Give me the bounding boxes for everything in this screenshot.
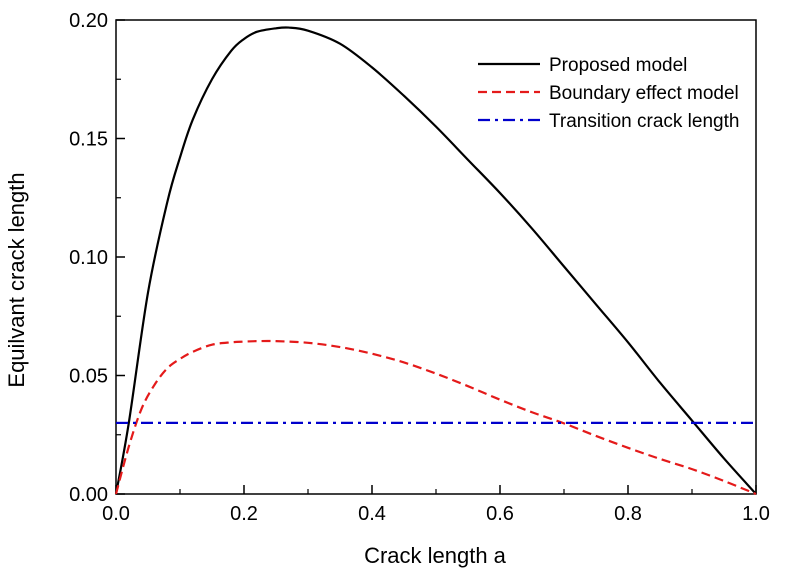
legend: Proposed model Boundary effect model Trans… <box>478 55 739 132</box>
series-lines <box>114 26 757 496</box>
x-tick-label: 0.8 <box>614 503 642 525</box>
y-tick-label: 0.10 <box>69 247 108 269</box>
x-tick-label: 1.0 <box>742 503 770 525</box>
y-tick-label: 0.20 <box>69 10 108 32</box>
x-tick-label: 0.0 <box>102 503 130 525</box>
x-tick-label: 0.6 <box>486 503 514 525</box>
y-tick-label: 0.15 <box>69 129 108 151</box>
axis-ticks: 0.0 0.2 0.4 0.6 0.8 1.0 0.00 0.05 0.10 0.15 0.20 <box>69 10 770 525</box>
series-line-boundary-effect-model <box>114 339 757 496</box>
legend-label-proposed-model: Proposed model <box>549 55 687 76</box>
y-tick-label: 0.05 <box>69 366 108 388</box>
x-tick-label: 0.4 <box>358 503 386 525</box>
y-tick-label: 0.00 <box>69 484 108 506</box>
series-line-proposed-model <box>114 26 757 495</box>
x-axis-title: Crack length a <box>364 543 507 568</box>
legend-label-boundary-effect-model: Boundary effect model <box>549 83 739 104</box>
x-tick-label: 0.2 <box>230 503 258 525</box>
legend-label-transition-crack-length: Transition crack length <box>549 111 739 132</box>
y-axis-title: Equilvant crack length <box>4 172 29 387</box>
